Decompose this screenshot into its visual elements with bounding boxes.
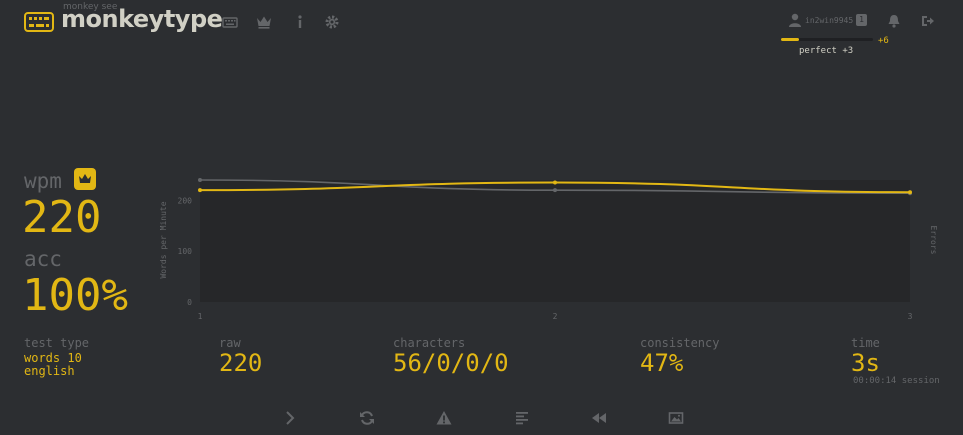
xp-breakdown: perfect +3 bbox=[799, 46, 854, 56]
raw-value: 220 bbox=[219, 349, 263, 377]
screenshot-icon[interactable] bbox=[668, 410, 684, 426]
characters-value: 56/0/0/0 bbox=[393, 349, 509, 377]
next-test-icon[interactable] bbox=[282, 410, 298, 426]
consistency-value: 47% bbox=[640, 349, 684, 377]
acc-label: acc bbox=[24, 247, 62, 271]
restart-icon[interactable] bbox=[359, 410, 375, 426]
bell-icon[interactable] bbox=[887, 14, 901, 28]
personal-best-crown-icon bbox=[74, 168, 96, 190]
data-point bbox=[198, 178, 202, 182]
xp-gain: +6 bbox=[878, 36, 889, 46]
data-point bbox=[198, 188, 202, 193]
warning-icon[interactable] bbox=[436, 410, 452, 426]
test-type-mode[interactable]: words 10 bbox=[24, 351, 82, 365]
time-value: 3s bbox=[851, 349, 880, 377]
wpm-chart: 0 100 200 1 2 3 Words per Minute Errors bbox=[159, 178, 938, 321]
logout-icon[interactable] bbox=[921, 14, 935, 28]
username[interactable]: in2win9945 bbox=[805, 16, 854, 25]
wpm-label: wpm bbox=[24, 169, 62, 193]
chart-plot-area bbox=[200, 180, 910, 302]
acc-value: 100% bbox=[22, 270, 128, 321]
info-icon[interactable] bbox=[292, 14, 308, 30]
characters-label: characters bbox=[393, 336, 466, 350]
raw-label: raw bbox=[219, 336, 241, 350]
x-tick-label: 1 bbox=[198, 312, 203, 321]
gear-icon[interactable] bbox=[324, 14, 340, 30]
crown-icon[interactable] bbox=[256, 14, 272, 30]
data-point bbox=[553, 180, 557, 185]
words-list-icon[interactable] bbox=[514, 410, 530, 426]
x-tick-label: 3 bbox=[908, 312, 913, 321]
x-tick-label: 2 bbox=[553, 312, 558, 321]
chart-y2-axis-label: Errors bbox=[929, 226, 938, 255]
wpm-value: 220 bbox=[22, 192, 102, 243]
level-badge: 1 bbox=[856, 14, 867, 26]
logo-text[interactable]: monkeytype bbox=[61, 5, 223, 33]
y-tick-label: 100 bbox=[178, 247, 193, 256]
xp-bar-fill bbox=[781, 38, 799, 41]
session-time: 00:00:14 session bbox=[853, 376, 940, 386]
test-type-label: test type bbox=[24, 336, 90, 350]
test-type-language[interactable]: english bbox=[24, 364, 75, 378]
y-tick-label: 0 bbox=[187, 298, 192, 307]
time-label: time bbox=[851, 336, 880, 350]
chart-y-axis-label: Words per Minute bbox=[159, 201, 168, 278]
xp-bar-track bbox=[781, 38, 873, 41]
data-point bbox=[908, 190, 912, 195]
replay-icon[interactable] bbox=[591, 410, 607, 426]
logo-icon[interactable] bbox=[24, 12, 54, 32]
keyboard-icon[interactable] bbox=[222, 14, 238, 30]
data-point bbox=[553, 188, 557, 193]
user-icon[interactable] bbox=[788, 13, 802, 27]
logo-subtitle: monkey see bbox=[63, 2, 118, 12]
y-tick-label: 200 bbox=[178, 196, 193, 205]
consistency-label: consistency bbox=[640, 336, 720, 350]
